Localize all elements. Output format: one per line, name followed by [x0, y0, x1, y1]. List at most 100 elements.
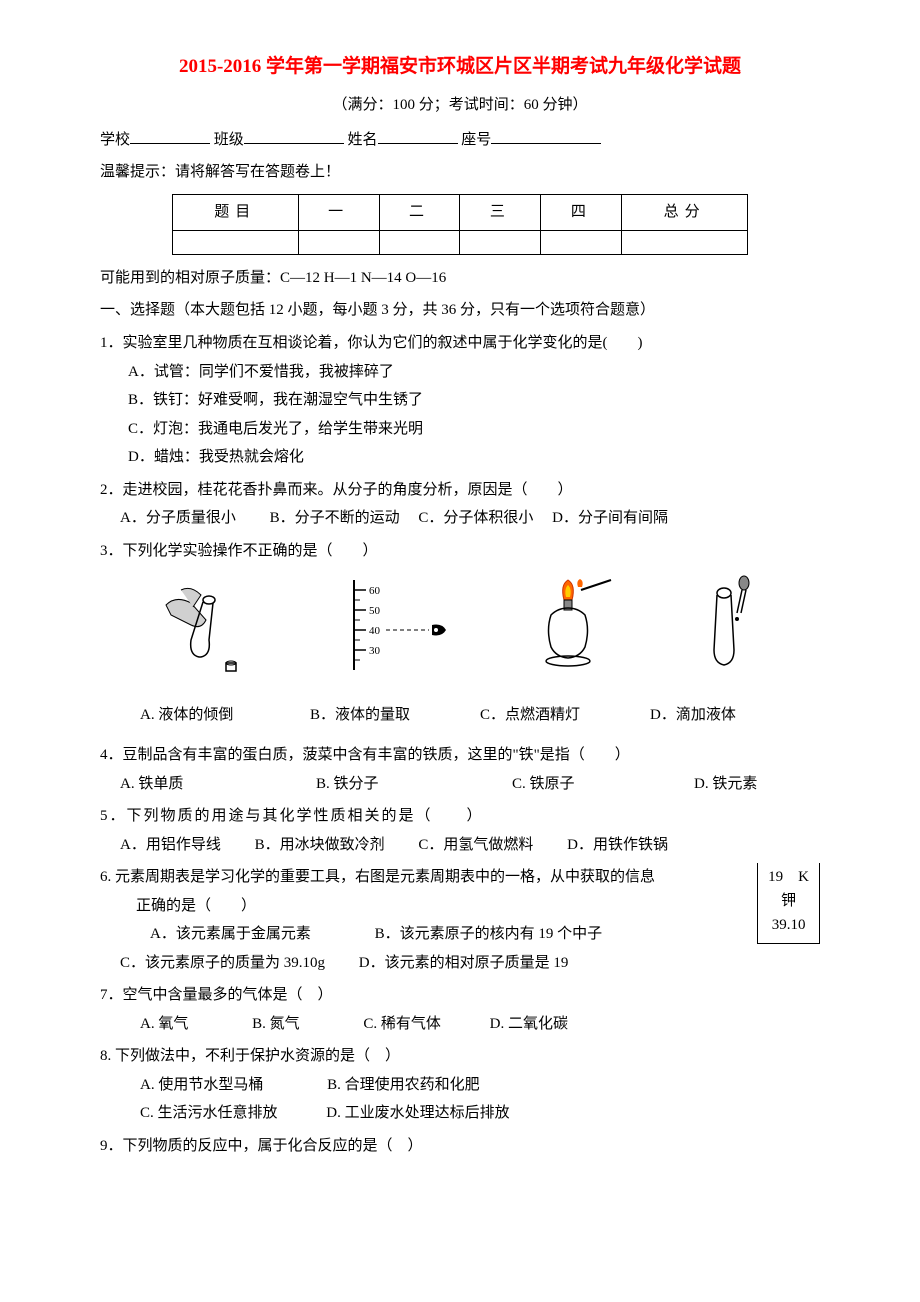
question-6: 19 K 钾 39.10 6. 元素周期表是学习化学的重要工具，右图是元素周期表… — [100, 863, 820, 977]
q2-option-c: C．分子体积很小 — [418, 510, 533, 526]
question-7: 7．空气中含量最多的气体是（ ） A. 氧气 B. 氮气 C. 稀有气体 D. … — [100, 981, 820, 1038]
table-row: 题目 一 二 三 四 总分 — [173, 195, 748, 231]
q7-option-a: A. 氧气 — [140, 1016, 188, 1032]
element-number-symbol: 19 K — [768, 865, 809, 889]
th-3: 三 — [460, 195, 541, 231]
q6-option-b: B．该元素原子的核内有 19 个中子 — [375, 926, 603, 942]
q1-option-a: A．试管：同学们不爱惜我，我被摔碎了 — [100, 358, 820, 387]
student-info-line: 学校 班级 姓名 座号 — [100, 127, 820, 154]
q7-option-d: D. 二氧化碳 — [490, 1016, 568, 1032]
q8-option-d: D. 工业废水处理达标后排放 — [326, 1105, 509, 1121]
th-1: 一 — [298, 195, 379, 231]
td-blank — [460, 231, 541, 255]
school-blank — [130, 129, 210, 144]
exam-hint: 温馨提示：请将解答写在答题卷上！ — [100, 159, 820, 186]
q5-options: A．用铝作导线 B．用冰块做致冷剂 C．用氢气做燃料 D．用铁作铁锅 — [100, 831, 820, 860]
q7-options: A. 氧气 B. 氮气 C. 稀有气体 D. 二氧化碳 — [100, 1010, 820, 1039]
q4-options: A. 铁单质 B. 铁分子 C. 铁原子 D. 铁元素 — [100, 770, 820, 799]
question-2: 2．走进校园，桂花花香扑鼻而来。从分子的角度分析，原因是（ ） A．分子质量很小… — [100, 476, 820, 533]
q2-option-a: A．分子质量很小 — [120, 510, 236, 526]
section-1-header: 一、选择题（本大题包括 12 小题，每小题 3 分，共 36 分，只有一个选项符… — [100, 297, 820, 324]
question-9: 9．下列物质的反应中，属于化合反应的是（ ） — [100, 1132, 820, 1161]
seat-blank — [491, 129, 601, 144]
name-blank — [378, 129, 458, 144]
q4-option-b: B. 铁分子 — [316, 770, 512, 799]
th-subject: 题目 — [173, 195, 299, 231]
alcohol-lamp-icon — [516, 575, 626, 675]
q3-option-d: D．滴加液体 — [650, 701, 820, 730]
diagram-drop-liquid — [689, 575, 769, 691]
exam-subtitle: （满分：100 分；考试时间：60 分钟） — [100, 92, 820, 119]
q6-options-row2: C．该元素原子的质量为 39.10g D．该元素的相对原子质量是 19 — [100, 949, 820, 978]
q6-text-line1: 6. 元素周期表是学习化学的重要工具，右图是元素周期表中的一格，从中获取的信息 — [100, 863, 820, 892]
q6-text-line2: 正确的是（ ） — [100, 892, 820, 921]
th-total: 总分 — [622, 195, 748, 231]
q2-option-b: B．分子不断的运动 — [270, 510, 400, 526]
q4-option-d: D. 铁元素 — [694, 770, 820, 799]
q6-options-row1: A．该元素属于金属元素 B．该元素原子的核内有 19 个中子 — [100, 920, 820, 949]
q3-option-a: A. 液体的倾倒 — [140, 701, 310, 730]
q1-option-b: B．铁钉：好难受啊，我在潮湿空气中生锈了 — [100, 386, 820, 415]
q1-option-c: C．灯泡：我通电后发光了，给学生带来光明 — [100, 415, 820, 444]
pour-liquid-icon — [151, 575, 261, 675]
td-blank — [173, 231, 299, 255]
q5-option-a: A．用铝作导线 — [120, 837, 221, 853]
q2-options: A．分子质量很小 B．分子不断的运动 C．分子体积很小 D．分子间有间隔 — [100, 504, 820, 533]
table-row — [173, 231, 748, 255]
q8-option-a: A. 使用节水型马桶 — [140, 1077, 263, 1093]
q4-text: 4．豆制品含有丰富的蛋白质，菠菜中含有丰富的铁质，这里的"铁"是指（ ） — [100, 741, 820, 770]
q1-option-d: D．蜡烛：我受热就会熔化 — [100, 443, 820, 472]
question-8: 8. 下列做法中，不利于保护水资源的是（ ） A. 使用节水型马桶 B. 合理使… — [100, 1042, 820, 1128]
svg-text:40: 40 — [369, 625, 381, 637]
school-label: 学校 — [100, 132, 130, 148]
q3-option-b: B．液体的量取 — [310, 701, 480, 730]
q7-option-c: C. 稀有气体 — [363, 1016, 441, 1032]
q8-option-c: C. 生活污水任意排放 — [140, 1105, 278, 1121]
q6-option-c: C．该元素原子的质量为 39.10g — [120, 955, 325, 971]
q5-option-b: B．用冰块做致冷剂 — [255, 837, 385, 853]
element-name: 钾 — [768, 889, 809, 913]
exam-title: 2015-2016 学年第一学期福安市环城区片区半期考试九年级化学试题 — [100, 50, 820, 84]
td-blank — [541, 231, 622, 255]
q2-option-d: D．分子间有间隔 — [552, 510, 668, 526]
q3-options: A. 液体的倾倒 B．液体的量取 C．点燃酒精灯 D．滴加液体 — [100, 701, 820, 730]
q9-text: 9．下列物质的反应中，属于化合反应的是（ ） — [100, 1132, 820, 1161]
class-blank — [244, 129, 344, 144]
diagram-light-lamp — [516, 575, 626, 691]
q4-option-a: A. 铁单质 — [120, 770, 316, 799]
score-table: 题目 一 二 三 四 总分 — [172, 194, 748, 255]
q4-option-c: C. 铁原子 — [512, 770, 694, 799]
q3-diagrams: 60 50 40 30 — [100, 575, 820, 691]
question-4: 4．豆制品含有丰富的蛋白质，菠菜中含有丰富的铁质，这里的"铁"是指（ ） A. … — [100, 741, 820, 798]
q6-option-d: D．该元素的相对原子质量是 19 — [359, 955, 569, 971]
q1-text: 1．实验室里几种物质在互相谈论着，你认为它们的叙述中属于化学变化的是( ) — [100, 329, 820, 358]
q7-option-b: B. 氮气 — [252, 1016, 300, 1032]
dropper-tube-icon — [689, 575, 769, 675]
q6-option-a: A．该元素属于金属元素 — [150, 926, 311, 942]
class-label: 班级 — [214, 132, 244, 148]
q5-option-c: C．用氢气做燃料 — [418, 837, 533, 853]
element-mass: 39.10 — [768, 913, 809, 937]
q8-text: 8. 下列做法中，不利于保护水资源的是（ ） — [100, 1042, 820, 1071]
atomic-mass-info: 可能用到的相对原子质量：C—12 H—1 N—14 O—16 — [100, 265, 820, 292]
q5-option-d: D．用铁作铁锅 — [567, 837, 668, 853]
seat-label: 座号 — [461, 132, 491, 148]
q5-text: 5．下列物质的用途与其化学性质相关的是（ ） — [100, 802, 820, 831]
element-box: 19 K 钾 39.10 — [757, 863, 820, 944]
th-4: 四 — [541, 195, 622, 231]
svg-text:50: 50 — [369, 605, 381, 617]
q3-option-c: C．点燃酒精灯 — [480, 701, 650, 730]
th-2: 二 — [379, 195, 460, 231]
svg-text:30: 30 — [369, 645, 381, 657]
svg-text:60: 60 — [369, 585, 381, 597]
q8-options-row2: C. 生活污水任意排放 D. 工业废水处理达标后排放 — [100, 1099, 820, 1128]
q8-option-b: B. 合理使用农药和化肥 — [327, 1077, 480, 1093]
question-5: 5．下列物质的用途与其化学性质相关的是（ ） A．用铝作导线 B．用冰块做致冷剂… — [100, 802, 820, 859]
q8-options-row1: A. 使用节水型马桶 B. 合理使用农药和化肥 — [100, 1071, 820, 1100]
q3-text: 3．下列化学实验操作不正确的是（ ） — [100, 537, 820, 566]
td-blank — [622, 231, 748, 255]
question-3: 3．下列化学实验操作不正确的是（ ） 60 50 40 3 — [100, 537, 820, 730]
td-blank — [379, 231, 460, 255]
td-blank — [298, 231, 379, 255]
measure-liquid-icon: 60 50 40 30 — [324, 575, 454, 675]
